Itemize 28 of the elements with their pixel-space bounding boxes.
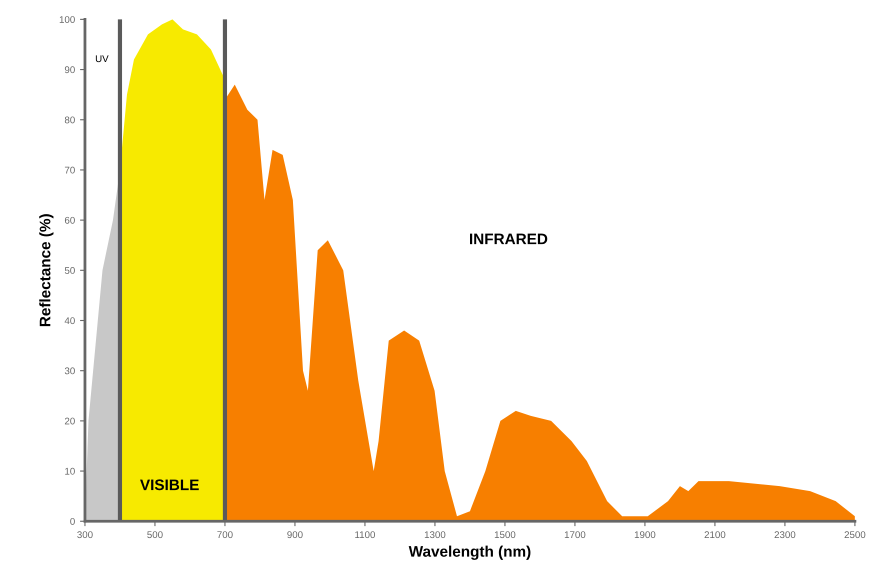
- annotation: UV: [96, 55, 109, 62]
- y-tick-label: 10: [65, 468, 75, 475]
- x-tick-label: 2500: [844, 531, 866, 538]
- x-tick-label: 2100: [704, 531, 726, 538]
- y-tick-label: 100: [60, 16, 75, 23]
- y-tick-label: 20: [64, 418, 75, 424]
- x-axis-title: Wavelength (nm): [408, 546, 530, 560]
- y-tick-label: 80: [64, 116, 75, 124]
- x-tick-label: 1300: [424, 531, 446, 538]
- x-tick-label: 1900: [634, 531, 656, 538]
- y-tick-label: 90: [64, 66, 75, 74]
- annotation: VISIBLE: [140, 479, 199, 490]
- y-tick-label: 30: [64, 367, 75, 374]
- x-tick-label: 1500: [494, 531, 516, 538]
- y-tick-label: 40: [64, 317, 75, 324]
- y-tick-label: 0: [70, 518, 75, 525]
- x-tick-label: 300: [77, 531, 93, 538]
- x-tick-label: 1100: [355, 531, 376, 538]
- x-tick-label: 700: [217, 531, 233, 538]
- y-tick-label: 50: [64, 267, 75, 274]
- annotation: INFRARED: [470, 234, 548, 244]
- x-tick-label: 2300: [774, 531, 796, 538]
- y-axis-title: Reflectance (%): [39, 214, 54, 326]
- x-tick-label: 500: [147, 531, 163, 538]
- x-tick-label: 900: [287, 531, 303, 538]
- y-tick-label: 70: [64, 166, 75, 174]
- y-tick-label: 60: [64, 216, 75, 224]
- x-tick-label: 1700: [564, 531, 586, 538]
